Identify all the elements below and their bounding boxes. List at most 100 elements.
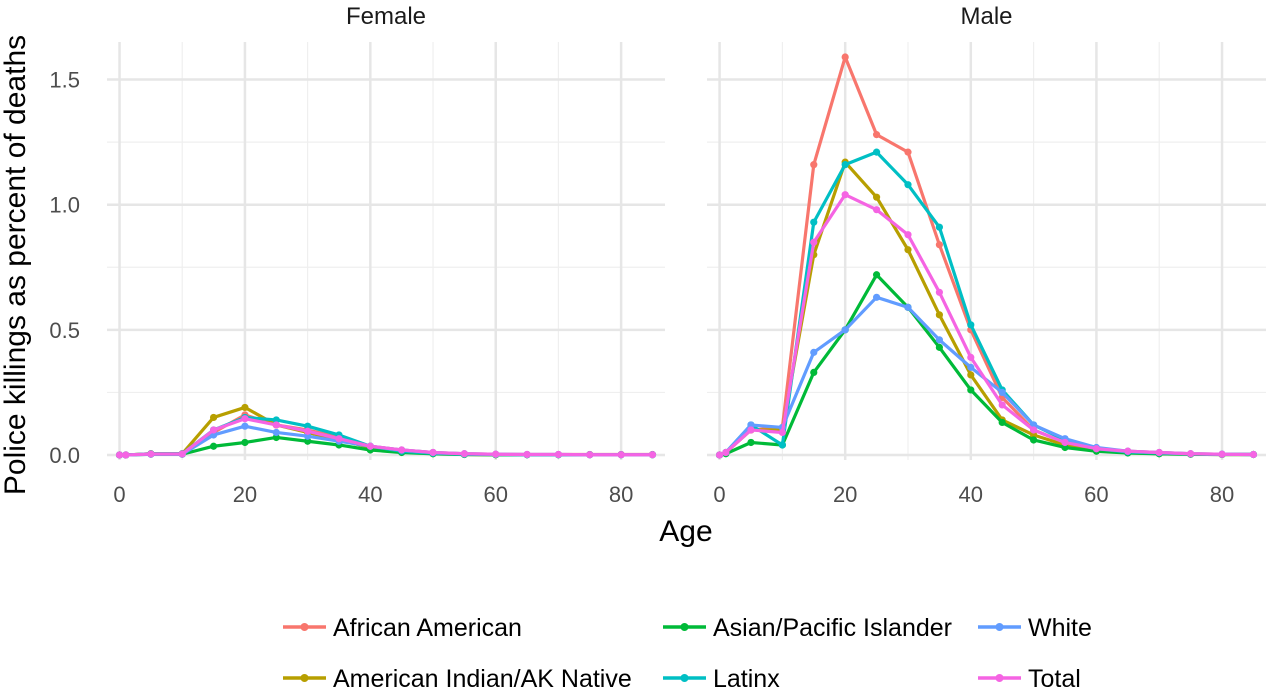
data-point xyxy=(304,422,312,430)
data-point xyxy=(115,451,124,459)
data-point xyxy=(967,363,975,371)
data-point xyxy=(810,218,818,226)
data-point xyxy=(492,450,500,458)
panel-title: Male xyxy=(960,3,1012,30)
data-point xyxy=(1061,443,1069,452)
x-tick-label: 20 xyxy=(233,482,257,507)
legend-item: Total xyxy=(978,665,1081,693)
x-axis-label: Age xyxy=(659,515,712,548)
data-point xyxy=(1187,450,1195,458)
y-axis-label: Police killings as percent of deaths xyxy=(0,35,32,495)
data-point xyxy=(523,450,531,459)
data-point xyxy=(241,403,249,412)
series-line xyxy=(717,193,1256,457)
data-point xyxy=(747,421,755,429)
y-tick-label: 0.0 xyxy=(49,443,80,468)
series-line xyxy=(717,160,1256,457)
data-point xyxy=(904,231,912,239)
data-point xyxy=(241,422,249,430)
legend-item: White xyxy=(978,614,1092,642)
data-point xyxy=(872,193,881,201)
data-point xyxy=(747,438,755,447)
legend-key-point xyxy=(300,623,309,631)
legend-key-point xyxy=(680,623,689,631)
data-point xyxy=(209,413,218,422)
data-point xyxy=(935,241,943,249)
data-point xyxy=(304,427,312,435)
data-point xyxy=(998,388,1006,397)
data-point xyxy=(841,326,849,334)
x-tick-label: 60 xyxy=(483,482,507,507)
panel-female: Female 0 20 40 60 80 0.0 0.5 1.0 1.5 xyxy=(49,3,665,507)
data-point xyxy=(872,206,881,214)
legend-key-point xyxy=(995,674,1004,682)
series-total xyxy=(115,415,657,459)
data-point xyxy=(648,451,657,459)
data-point xyxy=(617,451,625,459)
series-white xyxy=(715,293,1258,459)
data-point xyxy=(586,451,594,459)
panels-layer: Female 0 20 40 60 80 0.0 0.5 1.0 1.5 Male 0 20 40 60 80 xyxy=(49,3,1266,507)
data-point xyxy=(810,238,818,246)
legend-label: Latinx xyxy=(713,665,780,689)
data-point xyxy=(1249,450,1258,459)
data-point xyxy=(1092,445,1101,453)
data-point xyxy=(178,450,186,458)
data-point xyxy=(1030,426,1038,434)
data-point xyxy=(1218,450,1226,458)
x-tick-label: 20 xyxy=(833,482,857,507)
legend-item: Latinx xyxy=(663,665,780,693)
data-point xyxy=(904,246,912,254)
data-point xyxy=(810,348,818,356)
series-total xyxy=(715,191,1258,459)
data-point xyxy=(304,432,312,440)
data-point xyxy=(841,191,849,199)
y-tick-label: 1.0 xyxy=(49,193,80,218)
data-point xyxy=(460,450,468,458)
data-point xyxy=(272,428,280,437)
y-tick-label: 0.5 xyxy=(49,318,80,343)
data-point xyxy=(1061,438,1069,447)
legend-key-point xyxy=(995,623,1004,631)
data-point xyxy=(935,336,943,344)
data-point xyxy=(272,416,280,424)
data-point xyxy=(778,428,786,437)
x-tick-label: 80 xyxy=(1210,482,1234,507)
data-point xyxy=(715,451,724,459)
legend-item: African American xyxy=(283,614,522,642)
series-line xyxy=(717,150,1256,457)
data-point xyxy=(241,438,249,447)
data-point xyxy=(122,451,130,459)
data-point xyxy=(810,368,818,376)
data-point xyxy=(722,448,730,457)
data-point xyxy=(241,415,249,423)
data-point xyxy=(967,353,975,361)
legend-label: White xyxy=(1028,614,1092,642)
data-point xyxy=(935,311,943,319)
data-point xyxy=(935,343,943,351)
data-point xyxy=(1155,448,1163,457)
data-point xyxy=(935,288,943,296)
data-point xyxy=(147,450,155,458)
data-point xyxy=(872,131,881,139)
data-point xyxy=(366,442,374,450)
data-point xyxy=(904,181,912,189)
data-point xyxy=(935,223,943,231)
y-tick-label: 1.5 xyxy=(49,68,80,93)
panel-title: Female xyxy=(346,3,426,30)
data-point xyxy=(1030,431,1038,439)
x-tick-label: 40 xyxy=(358,482,382,507)
data-point xyxy=(967,321,975,329)
data-point xyxy=(304,437,312,445)
data-point xyxy=(967,371,975,379)
data-point xyxy=(872,293,881,301)
data-point xyxy=(841,161,849,169)
data-point xyxy=(1030,436,1038,444)
data-point xyxy=(209,442,218,450)
legend-label: Total xyxy=(1028,665,1081,689)
data-point xyxy=(335,435,343,443)
data-point xyxy=(1124,447,1132,455)
data-point xyxy=(398,446,406,454)
x-tick-label: 60 xyxy=(1084,482,1108,507)
